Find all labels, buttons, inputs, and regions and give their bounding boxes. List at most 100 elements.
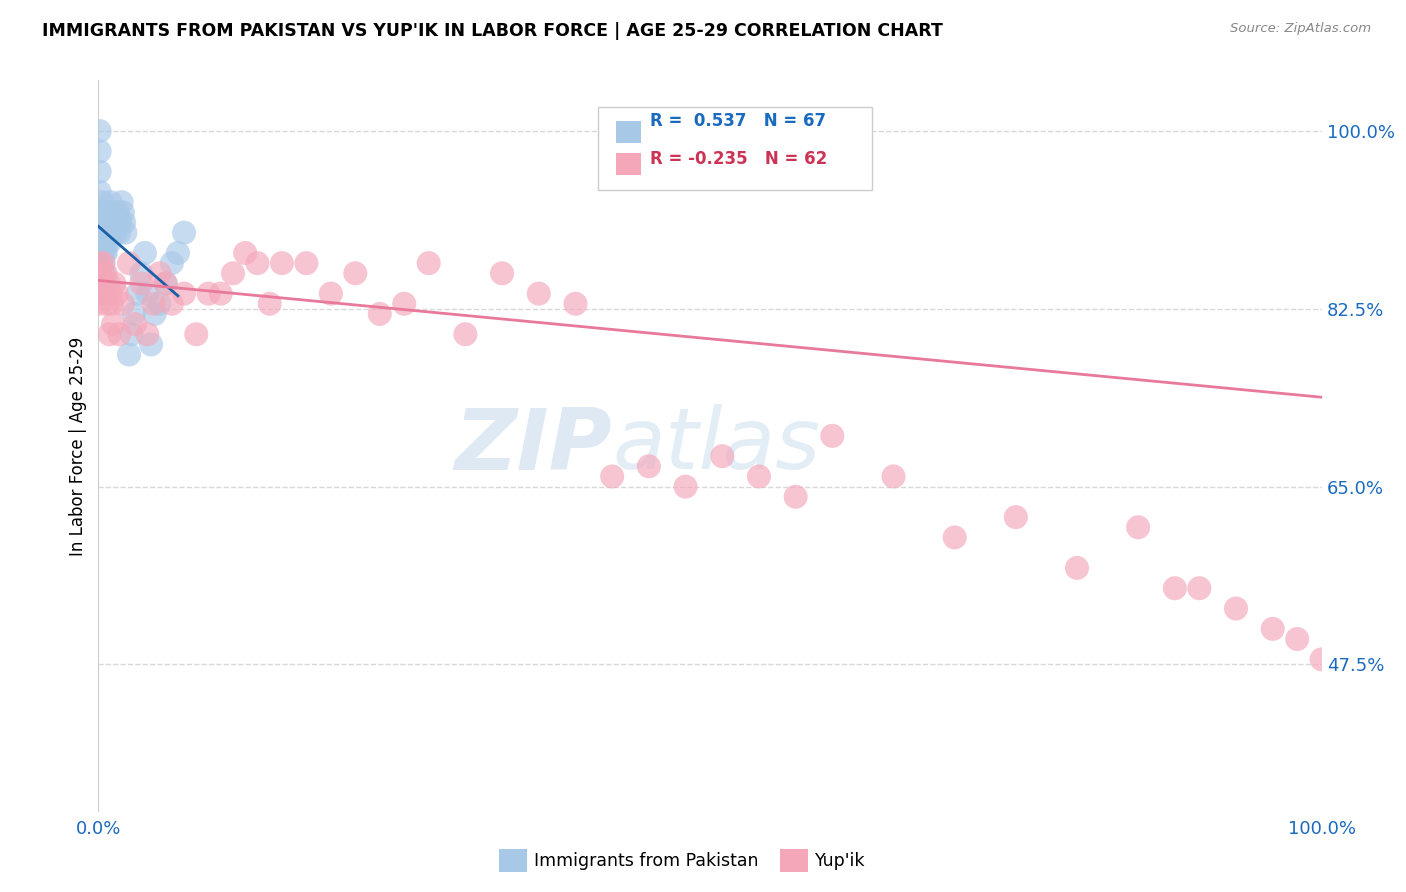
Point bbox=[197, 286, 219, 301]
Point bbox=[97, 277, 120, 291]
Point bbox=[89, 164, 111, 178]
Point bbox=[368, 307, 391, 321]
Text: R = -0.235   N = 62: R = -0.235 N = 62 bbox=[650, 150, 827, 168]
Point bbox=[110, 215, 132, 229]
Point bbox=[94, 226, 117, 240]
Point bbox=[98, 327, 121, 342]
Point bbox=[91, 256, 114, 270]
Point bbox=[108, 327, 131, 342]
Point bbox=[111, 195, 134, 210]
Point bbox=[98, 215, 121, 229]
Point bbox=[93, 286, 115, 301]
Point bbox=[94, 246, 117, 260]
Point bbox=[94, 266, 117, 280]
Point bbox=[1310, 652, 1333, 666]
Point bbox=[89, 256, 111, 270]
Point bbox=[91, 235, 114, 250]
Point bbox=[89, 286, 111, 301]
Point bbox=[136, 327, 159, 342]
Point bbox=[748, 469, 770, 483]
Point bbox=[233, 246, 256, 260]
Point bbox=[124, 317, 146, 331]
Point bbox=[97, 205, 120, 219]
Point bbox=[120, 327, 142, 342]
Point bbox=[89, 145, 111, 159]
Point bbox=[418, 256, 440, 270]
Point bbox=[222, 266, 245, 280]
Point bbox=[91, 195, 114, 210]
Point bbox=[89, 205, 111, 219]
Point bbox=[139, 337, 162, 351]
Point bbox=[142, 297, 165, 311]
Point bbox=[91, 215, 114, 229]
Point bbox=[1286, 632, 1309, 646]
Point bbox=[149, 297, 172, 311]
Point bbox=[491, 266, 513, 280]
Point bbox=[96, 297, 118, 311]
Point bbox=[600, 469, 623, 483]
Point bbox=[143, 307, 166, 321]
Point bbox=[90, 226, 112, 240]
Point bbox=[93, 266, 115, 280]
Point bbox=[100, 286, 122, 301]
Point bbox=[111, 297, 134, 311]
Point bbox=[90, 205, 112, 219]
Point bbox=[675, 480, 697, 494]
Point bbox=[114, 226, 136, 240]
Point bbox=[295, 256, 318, 270]
Point bbox=[118, 256, 141, 270]
Point bbox=[89, 297, 111, 311]
Point bbox=[90, 266, 112, 280]
Point bbox=[883, 469, 905, 483]
Point bbox=[1188, 581, 1211, 595]
Point bbox=[89, 185, 111, 199]
Point bbox=[96, 235, 118, 250]
Point bbox=[108, 226, 131, 240]
Point bbox=[104, 226, 127, 240]
Y-axis label: In Labor Force | Age 25-29: In Labor Force | Age 25-29 bbox=[69, 336, 87, 556]
Point bbox=[173, 286, 195, 301]
Point bbox=[711, 449, 734, 463]
Point bbox=[319, 286, 342, 301]
Point bbox=[785, 490, 807, 504]
Point bbox=[105, 286, 128, 301]
Point bbox=[112, 215, 135, 229]
Point bbox=[90, 246, 112, 260]
Point bbox=[127, 286, 149, 301]
Point bbox=[160, 256, 183, 270]
Point bbox=[118, 347, 141, 362]
Point bbox=[91, 235, 114, 250]
Point bbox=[101, 297, 124, 311]
Point bbox=[100, 215, 122, 229]
Point bbox=[129, 266, 152, 280]
Point bbox=[100, 195, 122, 210]
Point bbox=[186, 327, 208, 342]
Point bbox=[93, 246, 115, 260]
Point bbox=[93, 215, 115, 229]
Text: IMMIGRANTS FROM PAKISTAN VS YUP'IK IN LABOR FORCE | AGE 25-29 CORRELATION CHART: IMMIGRANTS FROM PAKISTAN VS YUP'IK IN LA… bbox=[42, 22, 943, 40]
Point bbox=[98, 235, 121, 250]
Point bbox=[91, 246, 114, 260]
Point bbox=[97, 226, 120, 240]
Text: Yup'ik: Yup'ik bbox=[815, 852, 866, 870]
Point bbox=[107, 205, 129, 219]
Point bbox=[122, 307, 145, 321]
Point bbox=[105, 215, 128, 229]
Point bbox=[1164, 581, 1187, 595]
Point bbox=[101, 226, 124, 240]
Point bbox=[96, 215, 118, 229]
Point bbox=[149, 266, 172, 280]
Point bbox=[134, 246, 156, 260]
Point bbox=[101, 215, 124, 229]
Point bbox=[155, 277, 177, 291]
Text: atlas: atlas bbox=[612, 404, 820, 488]
Point bbox=[1225, 601, 1247, 615]
Point bbox=[1261, 622, 1284, 636]
Point bbox=[246, 256, 269, 270]
Point bbox=[454, 327, 477, 342]
Text: Source: ZipAtlas.com: Source: ZipAtlas.com bbox=[1230, 22, 1371, 36]
Point bbox=[91, 277, 114, 291]
Point bbox=[103, 205, 125, 219]
Point bbox=[111, 205, 134, 219]
Point bbox=[270, 256, 294, 270]
